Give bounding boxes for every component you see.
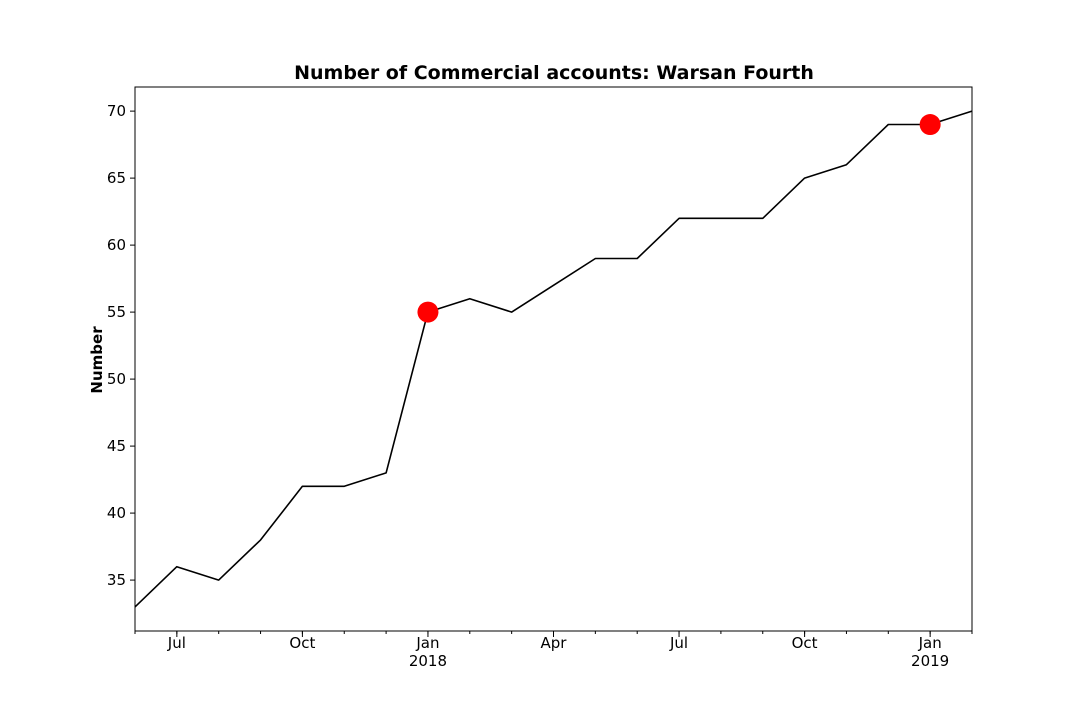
y-tick-label: 35 [107, 571, 126, 589]
highlight-point [919, 114, 941, 136]
y-tick-label: 45 [107, 437, 126, 455]
x-tick-label: Apr [541, 634, 568, 652]
chart-title: Number of Commercial accounts: Warsan Fo… [294, 62, 814, 84]
x-tick-label: Jul [669, 634, 688, 652]
x-tick-label: Jan [918, 634, 942, 652]
x-tick-label: Oct [289, 634, 315, 652]
x-tick-year-label: 2018 [409, 652, 447, 670]
x-tick-label: Oct [792, 634, 818, 652]
y-tick-label: 40 [107, 504, 126, 522]
x-tick-year-label: 2019 [911, 652, 949, 670]
plot-frame [134, 86, 973, 632]
y-tick-label: 50 [107, 370, 126, 388]
y-tick-label: 65 [107, 169, 126, 187]
highlight-point [417, 301, 439, 323]
x-tick-label: Jan [415, 634, 439, 652]
x-tick-label: Jul [167, 634, 186, 652]
series-line [134, 110, 973, 608]
y-tick-label: 55 [107, 303, 126, 321]
y-tick-label: 60 [107, 236, 126, 254]
y-axis-title: Number [88, 326, 106, 394]
y-tick-label: 70 [107, 102, 126, 120]
